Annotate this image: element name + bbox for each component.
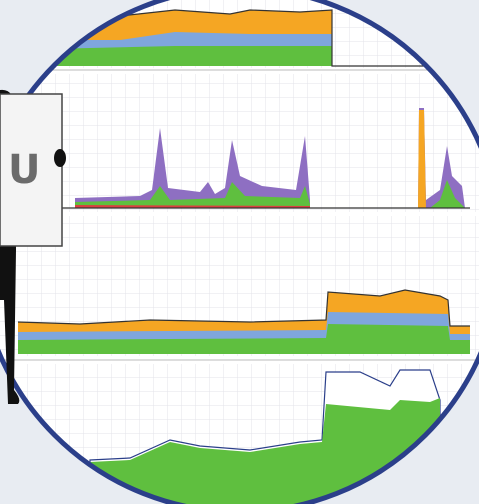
outline: [17, 289, 470, 327]
person: U: [0, 89, 66, 404]
area: [75, 128, 310, 208]
area: [430, 180, 465, 208]
area: [418, 108, 465, 208]
area: [418, 110, 426, 208]
area: [18, 324, 470, 354]
sign: [0, 93, 63, 247]
area: [75, 182, 310, 208]
area: [0, 46, 332, 66]
area: [90, 398, 440, 504]
sign-text: U: [8, 147, 40, 193]
area: [75, 205, 310, 208]
